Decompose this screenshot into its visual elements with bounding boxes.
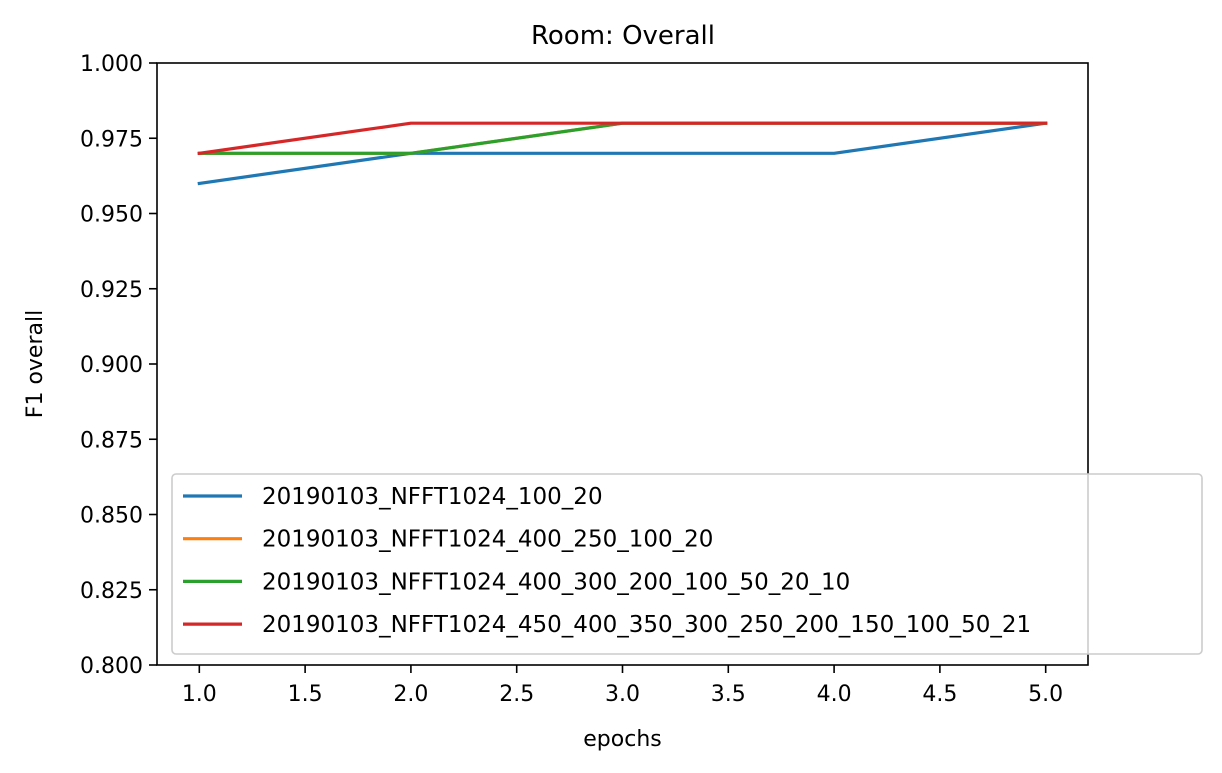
y-tick-label: 0.825 [80, 579, 143, 604]
x-tick-label: 4.5 [922, 682, 957, 707]
y-tick-label: 1.000 [80, 52, 143, 77]
legend-entry-1: 20190103_NFFT1024_100_20 [262, 484, 603, 510]
legend-entry-2: 20190103_NFFT1024_400_250_100_20 [262, 527, 713, 553]
y-axis: 0.800 0.825 0.850 0.875 0.900 0.925 0.950 0.975… [80, 52, 157, 679]
chart-title: Room: Overall [531, 21, 715, 51]
y-axis-label: F1 overall [23, 310, 48, 418]
series-line-1 [197, 121, 1048, 186]
y-tick-label: 0.975 [80, 127, 143, 152]
y-tick-label: 0.800 [80, 654, 143, 679]
y-tick-label: 0.900 [80, 353, 143, 378]
x-tick-label: 3.0 [605, 682, 640, 707]
y-tick-label: 0.925 [80, 278, 143, 303]
y-tick-label: 0.850 [80, 504, 143, 529]
x-axis: 1.0 1.5 2.0 2.5 3.0 3.5 4.0 4.5 5.0 [182, 665, 1063, 707]
legend: 20190103_NFFT1024_100_20 20190103_NFFT102… [171, 473, 1203, 655]
x-tick-label: 4.0 [817, 682, 852, 707]
x-tick-label: 1.5 [288, 682, 323, 707]
x-tick-label: 1.0 [182, 682, 217, 707]
series-layer [197, 121, 1048, 186]
y-tick-label: 0.950 [80, 203, 143, 228]
x-tick-label: 3.5 [711, 682, 746, 707]
series-line-3 [197, 121, 1048, 155]
legend-entry-3: 20190103_NFFT1024_400_300_200_100_50_20_… [262, 569, 850, 595]
series-line-2 [197, 121, 1048, 155]
x-tick-label: 2.5 [499, 682, 534, 707]
x-axis-label: epochs [583, 727, 661, 752]
x-tick-label: 2.0 [393, 682, 428, 707]
x-tick-label: 5.0 [1028, 682, 1063, 707]
legend-entry-4: 20190103_NFFT1024_450_400_350_300_250_20… [262, 612, 1031, 638]
legend-box [171, 473, 1203, 655]
y-tick-label: 0.875 [80, 428, 143, 453]
series-line-4 [197, 121, 1048, 156]
